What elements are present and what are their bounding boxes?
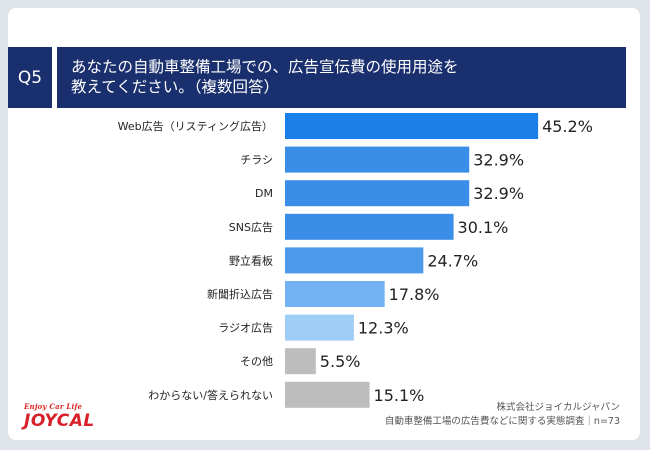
footer-survey: 自動車整備工場の広告費などに関する実態調査｜n=73: [384, 416, 620, 427]
value-label: 17.8%: [389, 285, 440, 304]
bar: [285, 146, 470, 173]
category-label: SNS広告: [229, 221, 273, 234]
category-label: 野立看板: [229, 253, 273, 267]
value-label: 45.2%: [542, 117, 593, 136]
category-label: DM: [255, 187, 273, 200]
category-label: Web広告（リスティング広告）: [118, 119, 273, 133]
value-label: 32.9%: [473, 151, 524, 170]
value-label: 32.9%: [473, 184, 524, 203]
footer-company: 株式会社ジョイカルジャパン: [496, 402, 620, 413]
value-label: 30.1%: [458, 218, 509, 237]
bar: [285, 213, 454, 240]
logo-name: JOYCAL: [24, 411, 95, 431]
category-label: その他: [240, 355, 273, 368]
logo-tagline: Enjoy Car Life: [24, 402, 83, 411]
bar: [285, 348, 316, 375]
bar: [285, 180, 470, 207]
question-line-1: あなたの自動車整備工場での、広告宣伝費の使用用途を: [71, 58, 459, 76]
survey-card: Q5 あなたの自動車整備工場での、広告宣伝費の使用用途を 教えてください。（複数…: [8, 8, 640, 440]
bar: [285, 314, 354, 341]
bar: [285, 247, 424, 274]
category-label: 新聞折込広告: [207, 287, 273, 301]
bar: [285, 381, 370, 408]
question-line-2: 教えてください。（複数回答）: [71, 78, 280, 96]
value-label: 15.1%: [374, 386, 425, 405]
bar: [285, 113, 539, 139]
joycal-logo: Enjoy Car Life JOYCAL: [24, 402, 95, 431]
value-label: 24.7%: [427, 251, 478, 270]
category-label: ラジオ広告: [218, 322, 273, 335]
value-label: 5.5%: [320, 352, 361, 371]
question-number-badge: Q5: [8, 47, 52, 108]
footer-note: 株式会社ジョイカルジャパン 自動車整備工場の広告費などに関する実態調査｜n=73: [385, 401, 620, 429]
value-label: 12.3%: [358, 319, 409, 338]
question-text: あなたの自動車整備工場での、広告宣伝費の使用用途を 教えてください。（複数回答）: [57, 47, 626, 108]
bar-chart: Web広告（リスティング広告） 45.2% チラシ 32.9% DM 32.9% SNS広告…: [118, 113, 593, 408]
category-label: チラシ: [240, 154, 273, 167]
category-label: わからない/答えられない: [148, 388, 273, 402]
bar: [285, 281, 385, 307]
